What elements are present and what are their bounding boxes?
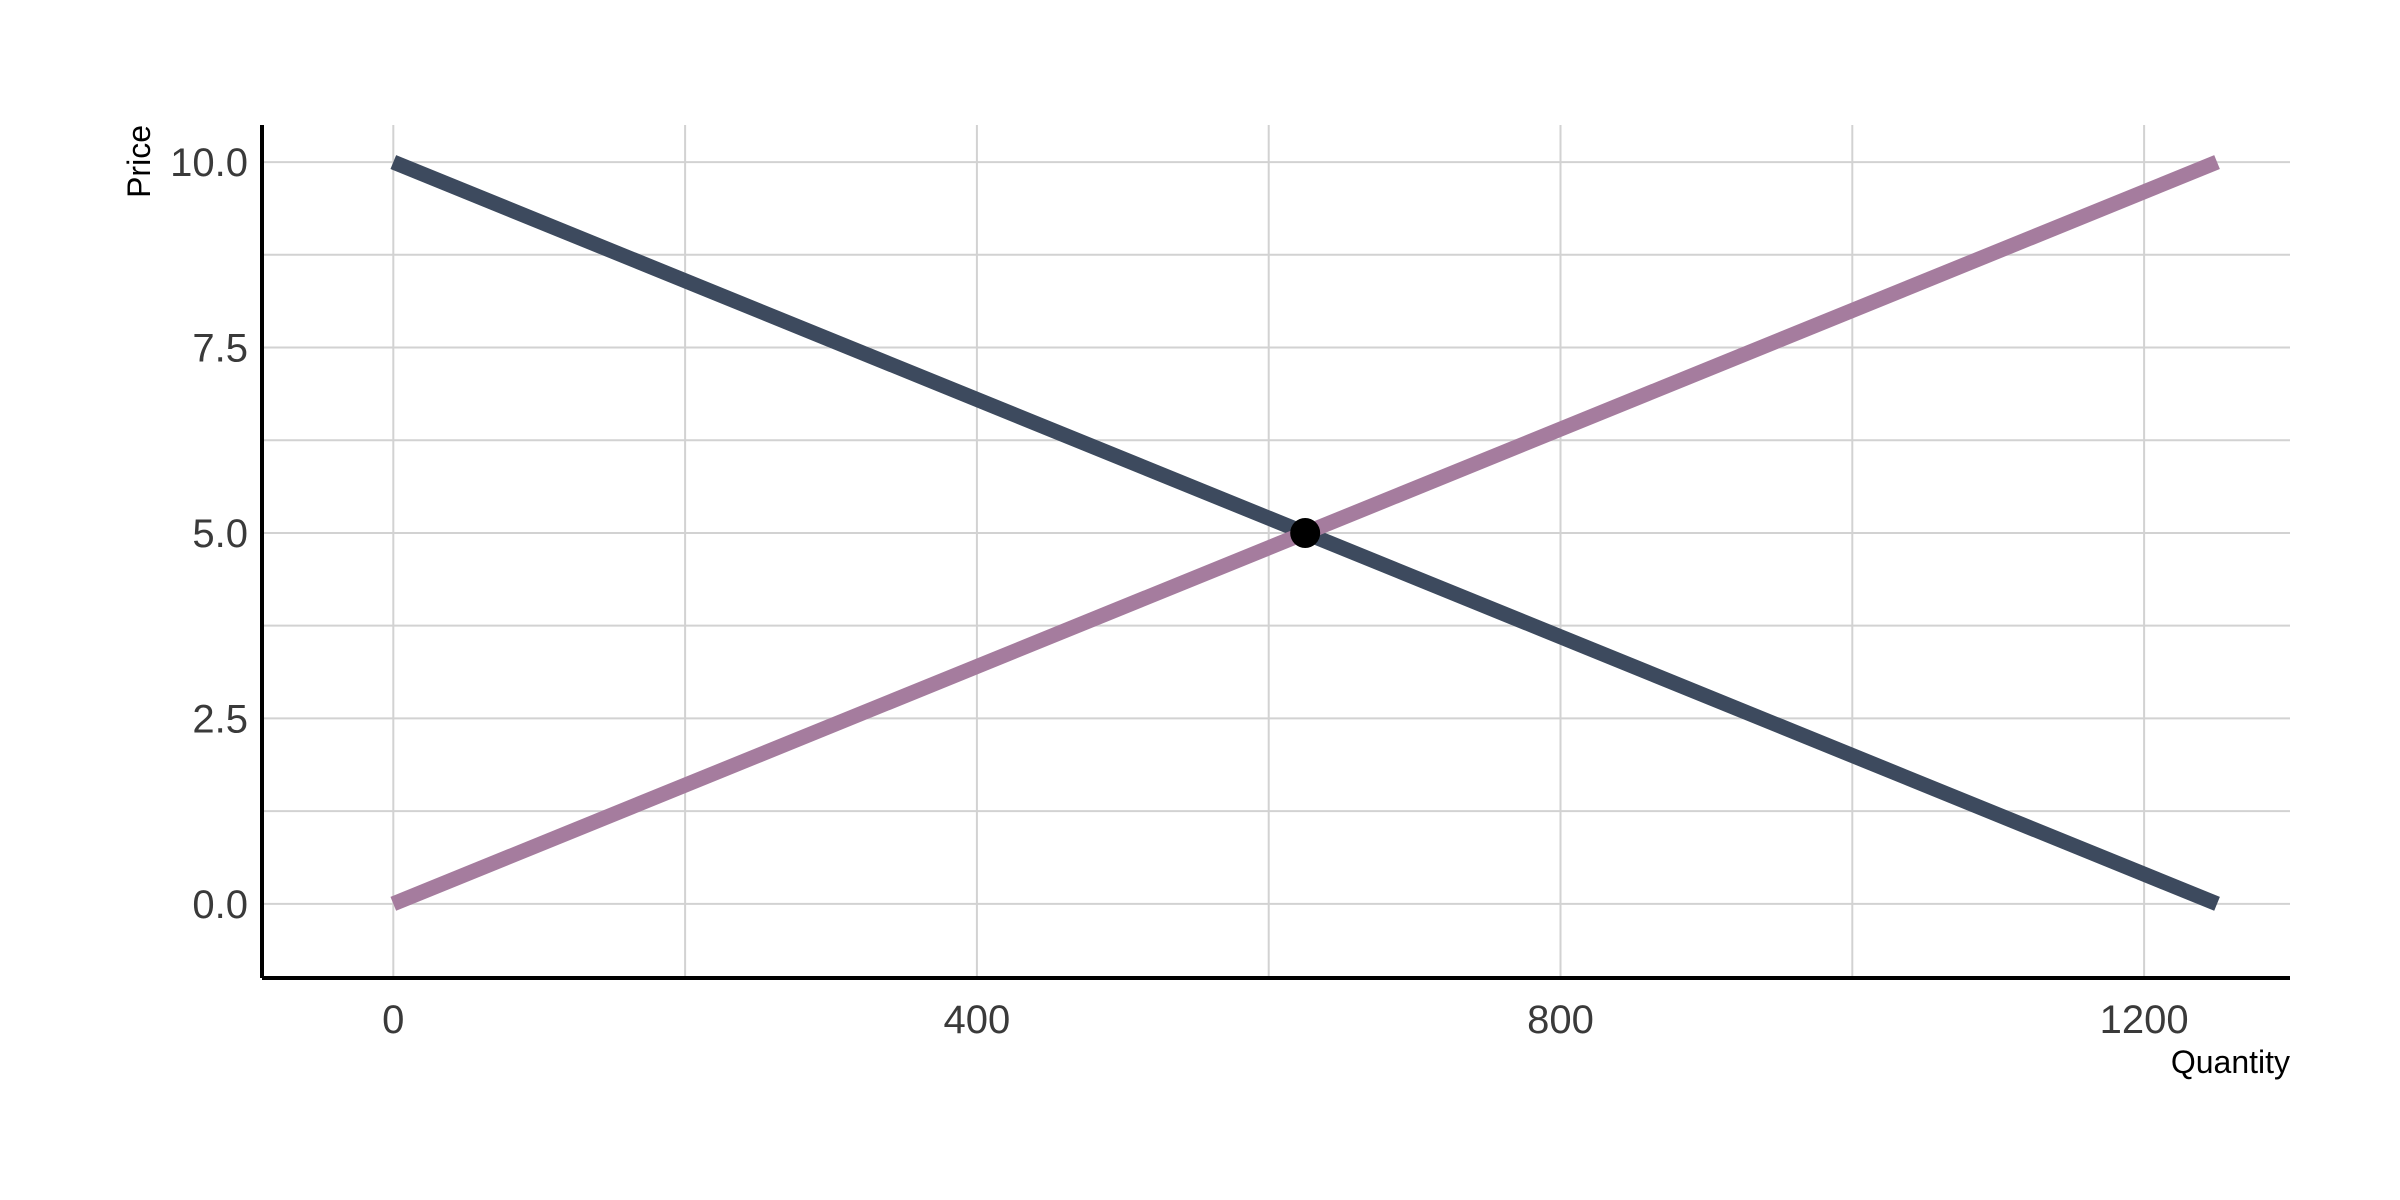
x-tick-label: 1200 xyxy=(2100,998,2189,1042)
y-tick-label: 0.0 xyxy=(192,883,248,927)
x-tick-label: 400 xyxy=(944,998,1011,1042)
x-tick-labels: 0 400 800 1200 xyxy=(382,998,2188,1042)
grid xyxy=(262,125,2290,978)
x-axis-title: Quantity xyxy=(2171,1044,2290,1080)
equilibrium-point xyxy=(1290,517,1321,548)
y-tick-labels: 0.0 2.5 5.0 7.5 10.0 xyxy=(170,141,248,927)
y-axis-title: Price xyxy=(121,125,157,198)
y-tick-label: 10.0 xyxy=(170,141,248,185)
y-tick-label: 2.5 xyxy=(192,697,248,741)
y-tick-label: 7.5 xyxy=(192,327,248,371)
x-tick-label: 0 xyxy=(382,998,404,1042)
y-tick-label: 5.0 xyxy=(192,512,248,556)
x-tick-label: 800 xyxy=(1527,998,1594,1042)
points-layer xyxy=(1290,517,1321,548)
